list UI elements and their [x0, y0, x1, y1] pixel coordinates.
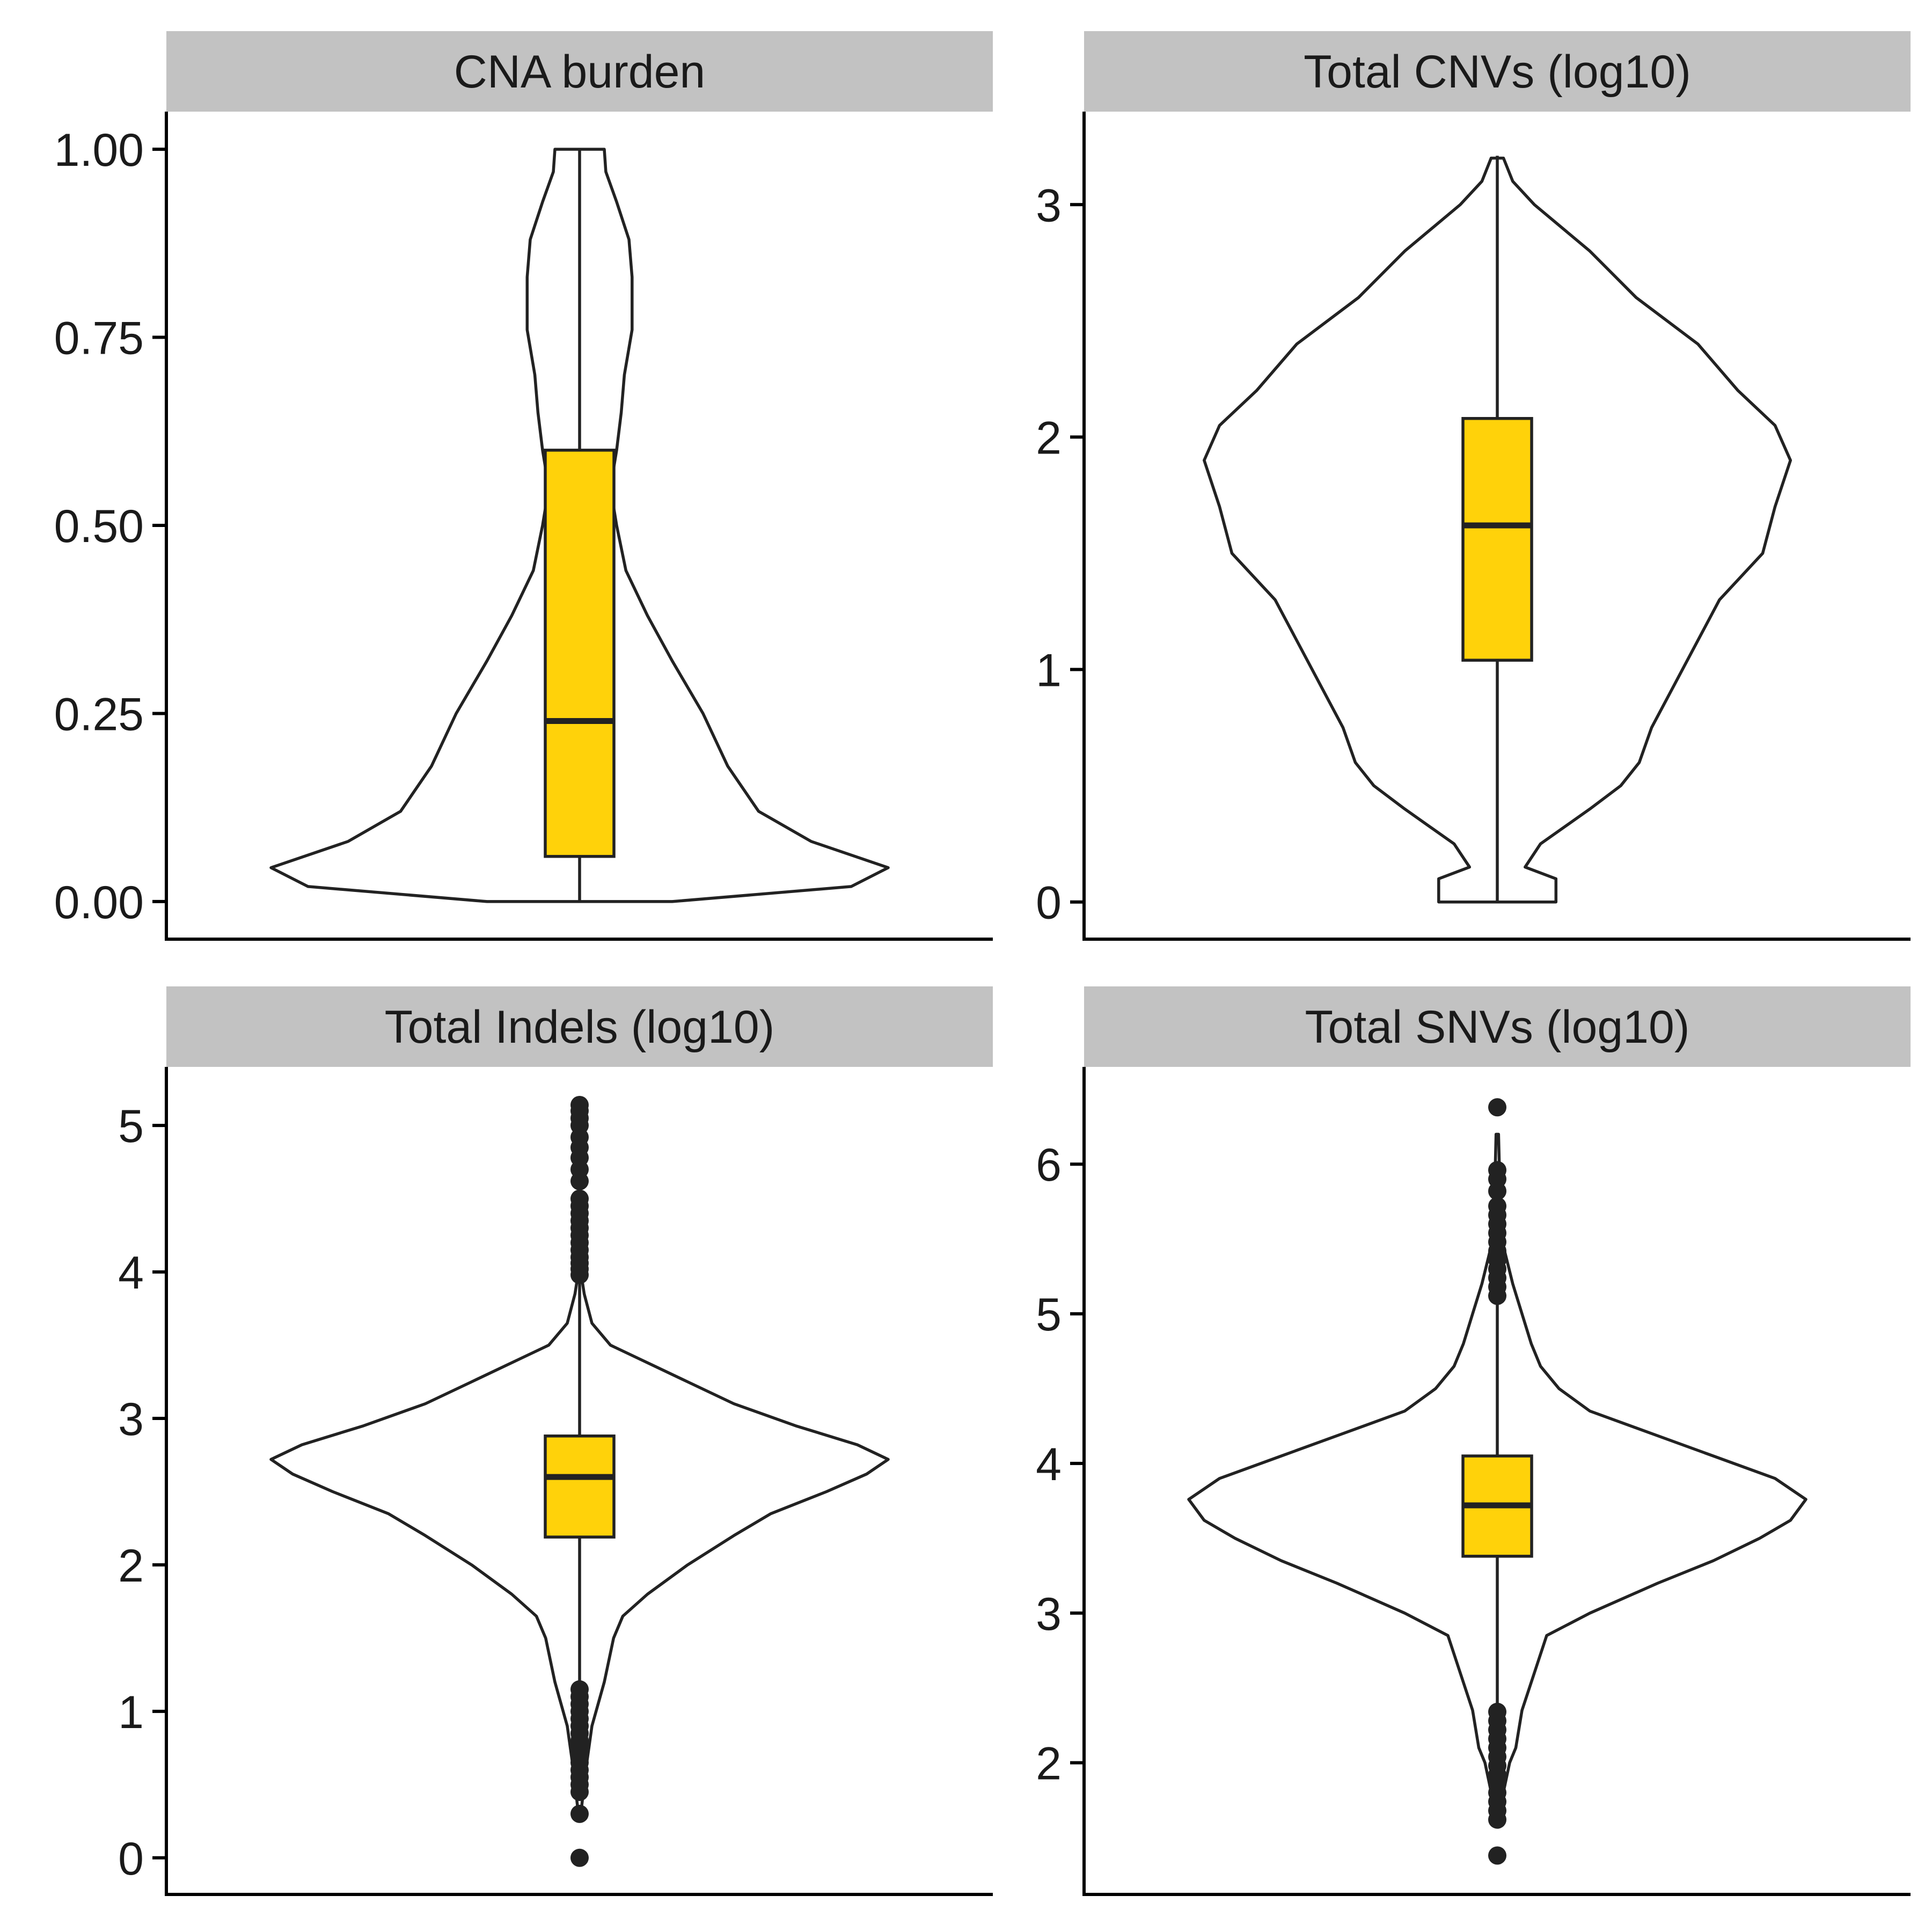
panel-title: Total Indels (log10) [385, 1001, 775, 1053]
y-tick-label: 4 [118, 1247, 144, 1299]
y-tick-label: 3 [1036, 180, 1062, 231]
plot-area: 0 1 2 3 4 5 [118, 1067, 993, 1896]
violin-outline [1203, 156, 1792, 904]
y-tick-label: 0 [1036, 877, 1062, 929]
box-iqr [544, 1435, 616, 1539]
y-tick-label: 3 [118, 1394, 144, 1445]
panel-cna-burden: CNA burden 0.00 0.25 0.50 0.75 1.00 [54, 31, 993, 941]
y-tick-label: 4 [1036, 1439, 1062, 1490]
y-tick-label: 0.00 [54, 877, 144, 928]
panel-total-indels: Total Indels (log10) 0 1 2 3 4 5 [118, 986, 993, 1896]
panel-total-cnvs: Total CNVs (log10) 0 1 2 3 [1036, 31, 1911, 941]
violin-outline [1187, 1132, 1807, 1817]
y-tick-label: 2 [1036, 1738, 1062, 1790]
y-tick-label: 0.25 [54, 689, 144, 740]
y-tick-label: 5 [118, 1101, 144, 1152]
panel-total-snvs: Total SNVs (log10) 2 3 4 5 6 [1036, 986, 1911, 1896]
y-tick-label: 5 [1036, 1289, 1062, 1341]
y-tick-label: 0 [118, 1833, 144, 1885]
outlier-point [1488, 1702, 1506, 1721]
strip-background [166, 31, 993, 112]
outlier-point [570, 1095, 589, 1114]
violin-outline [269, 148, 890, 903]
panel-title: Total CNVs (log10) [1304, 46, 1691, 98]
strip-background [1084, 31, 1911, 112]
panel-title: CNA burden [454, 46, 706, 98]
outlier-point [1488, 1098, 1506, 1117]
y-tick-label: 1 [118, 1687, 144, 1738]
panel-title: Total SNVs (log10) [1305, 1001, 1690, 1053]
plot-area: 2 3 4 5 6 [1036, 1067, 1911, 1896]
outlier-point [1488, 1846, 1506, 1865]
strip-background [166, 986, 993, 1067]
strip-background [1084, 986, 1911, 1067]
outlier-point [570, 1804, 589, 1823]
y-tick-label: 2 [1036, 412, 1062, 464]
outlier-point [1488, 1161, 1506, 1180]
outlier-point [570, 1680, 589, 1699]
y-tick-label: 3 [1036, 1589, 1062, 1640]
outlier-point [570, 1848, 589, 1867]
y-tick-label: 2 [118, 1540, 144, 1592]
y-tick-label: 0.50 [54, 501, 144, 552]
y-tick-label: 0.75 [54, 313, 144, 364]
plot-area: 0.00 0.25 0.50 0.75 1.00 [54, 112, 993, 941]
outlier-point [570, 1189, 589, 1208]
box-iqr [544, 449, 616, 858]
box-iqr [1461, 417, 1533, 662]
y-tick-label: 1.00 [54, 125, 144, 176]
outlier-point [1488, 1197, 1506, 1216]
plot-area: 0 1 2 3 [1036, 112, 1911, 941]
y-tick-label: 6 [1036, 1139, 1062, 1191]
y-tick-label: 1 [1036, 645, 1062, 697]
